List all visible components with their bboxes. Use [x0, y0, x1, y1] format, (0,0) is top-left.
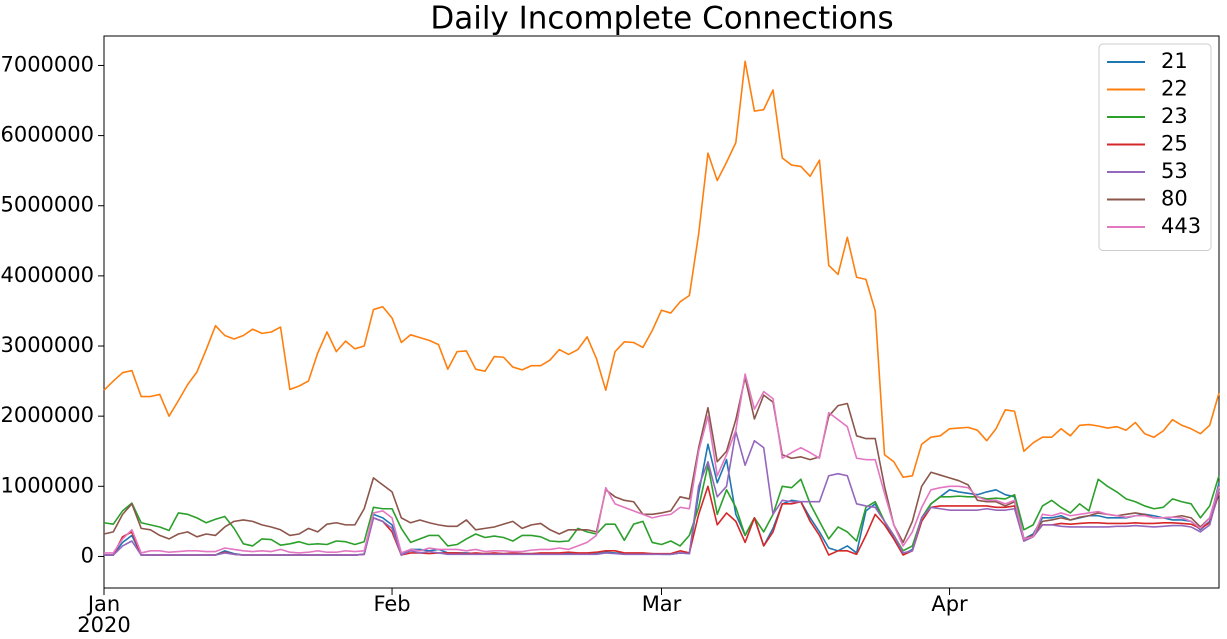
- series-line: [103, 60, 1220, 478]
- legend-label: 80: [1161, 187, 1188, 211]
- legend-label: 53: [1161, 159, 1188, 183]
- y-tick-label: 7000000: [0, 52, 94, 76]
- series-line: [104, 373, 1220, 554]
- y-tick-label: 5000000: [0, 193, 94, 217]
- x-tick-label: Feb: [373, 592, 410, 616]
- legend-label: 25: [1161, 132, 1188, 156]
- x-year-label: 2020: [77, 613, 130, 635]
- chart-title: Daily Incomplete Connections: [430, 1, 893, 37]
- legend-label: 21: [1161, 49, 1188, 73]
- x-tick-label: Jan: [86, 592, 120, 616]
- x-tick-label: Mar: [642, 592, 682, 616]
- y-tick-label: 4000000: [0, 263, 94, 287]
- legend-label: 23: [1161, 104, 1188, 128]
- legend-label: 22: [1161, 77, 1188, 101]
- y-tick-label: 2000000: [0, 403, 94, 427]
- y-tick-label: 0: [81, 543, 94, 567]
- y-tick-label: 3000000: [0, 333, 94, 357]
- legend-label: 443: [1161, 214, 1201, 238]
- y-tick-label: 1000000: [0, 473, 94, 497]
- x-tick-label: Apr: [931, 592, 968, 616]
- y-tick-label: 6000000: [0, 123, 94, 147]
- series-line: [103, 464, 1220, 552]
